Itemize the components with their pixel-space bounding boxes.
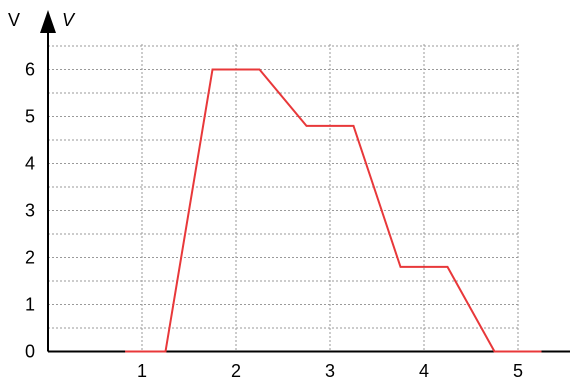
axes: V V — [8, 10, 570, 353]
y-axis-unit-label: V — [8, 10, 20, 30]
x-tick-label: 4 — [419, 361, 429, 381]
x-tick-label: 1 — [137, 361, 147, 381]
grid — [48, 44, 519, 352]
y-tick-label: 2 — [25, 248, 35, 268]
y-axis-arrow-icon — [40, 10, 56, 33]
y-tick-label: 1 — [25, 295, 35, 315]
y-axis-symbol-label: V — [62, 10, 76, 30]
series-line — [125, 68, 542, 353]
tick-labels: 1 2 3 4 5 0 1 2 3 4 5 6 — [25, 60, 523, 382]
x-tick-label: 5 — [513, 361, 523, 381]
y-tick-label: 4 — [25, 154, 35, 174]
y-tick-label: 5 — [25, 107, 35, 127]
y-tick-label: 6 — [25, 60, 35, 80]
x-tick-label: 2 — [231, 361, 241, 381]
y-tick-label: 0 — [25, 342, 35, 362]
x-tick-label: 3 — [325, 361, 335, 381]
y-tick-label: 3 — [25, 201, 35, 221]
series — [125, 68, 542, 353]
